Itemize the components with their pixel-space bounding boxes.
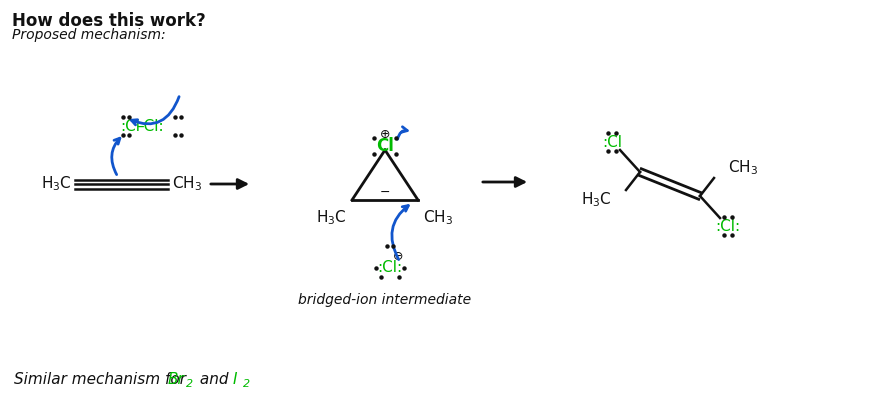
Text: Cl: Cl [376, 137, 394, 155]
Text: H$_3$C: H$_3$C [581, 191, 612, 209]
Text: :Cl: :Cl [602, 134, 622, 150]
Text: Similar mechanism for: Similar mechanism for [14, 372, 191, 388]
Text: 2: 2 [186, 379, 193, 389]
Text: Br: Br [168, 372, 184, 388]
Text: :Cl: :Cl [120, 119, 140, 133]
Text: −: − [379, 185, 391, 199]
Text: :Cl:: :Cl: [716, 218, 740, 234]
Text: ⊕: ⊕ [379, 127, 391, 140]
Text: ⊖: ⊖ [392, 250, 403, 262]
Text: and: and [195, 372, 233, 388]
Text: How does this work?: How does this work? [12, 12, 205, 30]
Text: Proposed mechanism:: Proposed mechanism: [12, 28, 166, 42]
Text: :Cl:: :Cl: [378, 260, 403, 276]
Text: I: I [233, 372, 238, 388]
Text: 2: 2 [243, 379, 250, 389]
Text: H$_3$C: H$_3$C [41, 175, 72, 193]
Text: –Cl:: –Cl: [136, 119, 163, 133]
Text: CH$_3$: CH$_3$ [423, 208, 453, 227]
Text: bridged-ion intermediate: bridged-ion intermediate [298, 293, 472, 307]
Text: H$_3$C: H$_3$C [316, 208, 347, 227]
Text: CH$_3$: CH$_3$ [172, 175, 202, 193]
Text: CH$_3$: CH$_3$ [728, 159, 758, 177]
